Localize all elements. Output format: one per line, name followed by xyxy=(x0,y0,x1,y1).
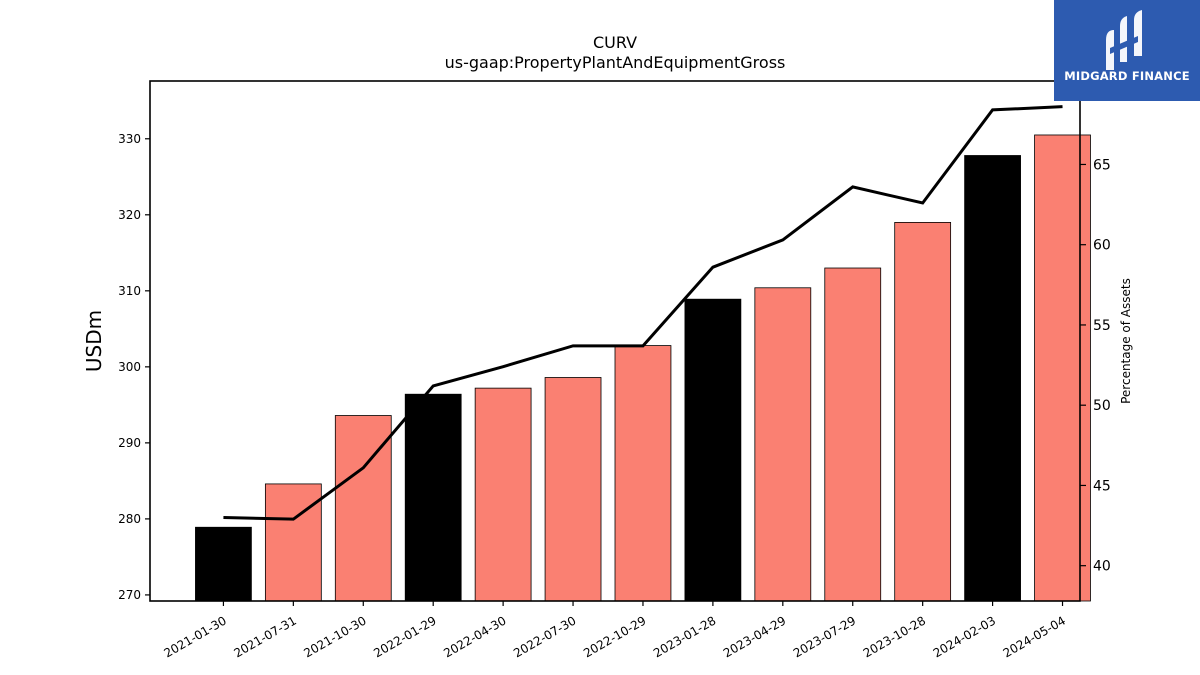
x-tick-label: 2021-01-30 xyxy=(162,613,229,660)
bar-2023-04-29 xyxy=(754,287,812,602)
bar-2021-07-31 xyxy=(264,483,322,602)
x-tick-label: 2023-01-28 xyxy=(651,613,718,660)
percentage-line xyxy=(223,105,1063,521)
bars-group xyxy=(195,134,1091,602)
bar-2022-04-30 xyxy=(474,387,532,602)
x-tick-label: 2022-10-29 xyxy=(581,613,648,660)
y2-tick-label: 45 xyxy=(1093,478,1111,494)
y2-tick-label: 55 xyxy=(1093,318,1111,334)
x-axis-ticks: 2021-01-30 2021-07-31 2021-10-30 2022-01-29… xyxy=(162,601,1068,660)
bar-2022-01-29 xyxy=(404,393,462,602)
chart-subtitle: us-gaap:PropertyPlantAndEquipmentGross xyxy=(445,53,786,72)
line-group xyxy=(223,105,1063,521)
x-tick-label: 2022-07-30 xyxy=(511,613,578,660)
y-tick-label: 330 xyxy=(118,132,141,146)
y2-tick-label: 60 xyxy=(1093,238,1111,254)
left-axis-ticks: 270 280 290 300 310 320 330 xyxy=(118,132,150,602)
x-tick-label: 2022-04-30 xyxy=(441,613,508,660)
x-tick-label: 2024-05-04 xyxy=(1001,613,1068,660)
y2-tick-label: 50 xyxy=(1093,398,1111,414)
y-tick-label: 290 xyxy=(118,436,141,450)
x-tick-label: 2021-07-31 xyxy=(231,613,298,660)
y-axis-label: USDm xyxy=(82,310,106,372)
y-tick-label: 270 xyxy=(118,588,141,602)
logo-mark-icon xyxy=(1054,0,1200,101)
y-tick-label: 320 xyxy=(118,208,141,222)
bar-2023-01-28 xyxy=(684,298,742,602)
right-axis-ticks: 40 45 50 55 60 65 xyxy=(1080,157,1111,575)
bar-2024-05-04 xyxy=(1034,134,1091,602)
y2-tick-label: 65 xyxy=(1093,157,1111,173)
plot-frame xyxy=(149,80,1081,602)
bar-2022-10-29 xyxy=(614,345,672,602)
chart-title: CURV xyxy=(593,33,637,52)
bar-2022-07-30 xyxy=(544,377,602,602)
y2-axis-label: Percentage of Assets xyxy=(1119,278,1133,404)
bar-2024-02-03 xyxy=(964,155,1021,602)
y-tick-label: 300 xyxy=(118,360,141,374)
x-tick-label: 2023-10-28 xyxy=(861,613,928,660)
x-tick-label: 2023-04-29 xyxy=(721,613,788,660)
x-tick-label: 2021-10-30 xyxy=(301,613,368,660)
y-tick-label: 310 xyxy=(118,284,141,298)
bar-2021-01-30 xyxy=(195,526,252,602)
bar-2023-10-28 xyxy=(894,222,952,602)
y2-tick-label: 40 xyxy=(1093,559,1111,575)
logo-text: MIDGARD FINANCE xyxy=(1064,69,1190,83)
y-tick-label: 280 xyxy=(118,512,141,526)
x-tick-label: 2023-07-29 xyxy=(791,613,858,660)
x-tick-label: 2024-02-03 xyxy=(931,613,998,660)
brand-logo: MIDGARD FINANCE xyxy=(1054,0,1200,101)
bar-2023-07-29 xyxy=(824,267,882,602)
x-tick-label: 2022-01-29 xyxy=(371,613,438,660)
